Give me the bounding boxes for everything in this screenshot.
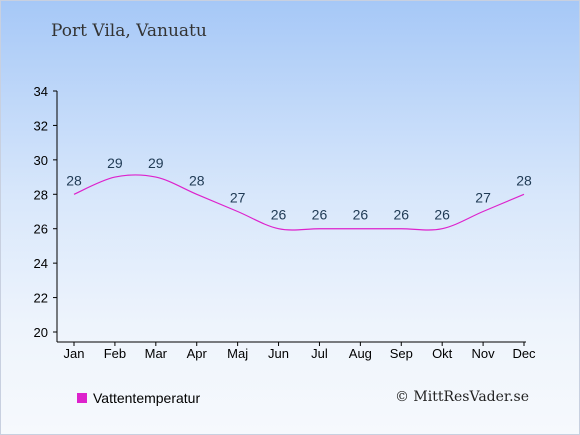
- x-tick-label: Maj: [227, 346, 248, 361]
- series-line-vattentemperatur: [73, 174, 525, 231]
- legend-label: Vattentemperatur: [93, 390, 201, 406]
- data-label: 29: [148, 155, 164, 171]
- y-tick-label: 30: [34, 153, 48, 168]
- data-label: 26: [312, 207, 328, 223]
- data-label: 29: [107, 155, 123, 171]
- data-labels-layer: 28 29 29 28 27 26 26 26 26 26 27 28: [66, 155, 532, 223]
- x-tick-label: Okt: [432, 346, 453, 361]
- x-tick-label: Jan: [64, 346, 85, 361]
- chart-title: Port Vila, Vanuatu: [51, 21, 207, 41]
- y-tick-label: 28: [34, 187, 48, 202]
- data-label: 26: [353, 207, 369, 223]
- x-tick-label: Mar: [145, 346, 168, 361]
- data-label: 27: [230, 190, 246, 206]
- series-line-layer: [73, 174, 525, 231]
- x-tick-label: Jul: [311, 346, 328, 361]
- x-tick-label: Nov: [472, 346, 496, 361]
- data-label: 26: [393, 207, 409, 223]
- data-label: 26: [434, 207, 450, 223]
- copyright-text: © MittResVader.se: [394, 389, 529, 405]
- legend: Vattentemperatur: [77, 390, 200, 406]
- x-tick-label: Apr: [187, 346, 208, 361]
- data-label: 28: [189, 172, 205, 188]
- y-tick-label: 22: [34, 291, 48, 306]
- data-label: 27: [475, 190, 491, 206]
- data-label: 28: [516, 172, 532, 188]
- y-tick-label: 34: [34, 84, 48, 99]
- y-tick-label: 32: [34, 118, 48, 133]
- legend-swatch: [77, 393, 87, 403]
- y-tick-label: 24: [34, 256, 48, 271]
- data-label: 26: [271, 207, 287, 223]
- x-tick-label: Jun: [268, 346, 289, 361]
- x-tick-label: Sep: [390, 346, 413, 361]
- y-tick-label: 26: [34, 222, 48, 237]
- y-tick-label: 20: [34, 325, 48, 340]
- x-tick-label: Feb: [104, 346, 126, 361]
- data-label: 28: [66, 172, 82, 188]
- x-tick-label: Dec: [512, 346, 536, 361]
- axes: 20 22 24 26 28 30 32 34 Jan Feb Mar Apr Maj Jun Jul Aug…: [34, 84, 537, 361]
- x-tick-label: Aug: [349, 346, 372, 361]
